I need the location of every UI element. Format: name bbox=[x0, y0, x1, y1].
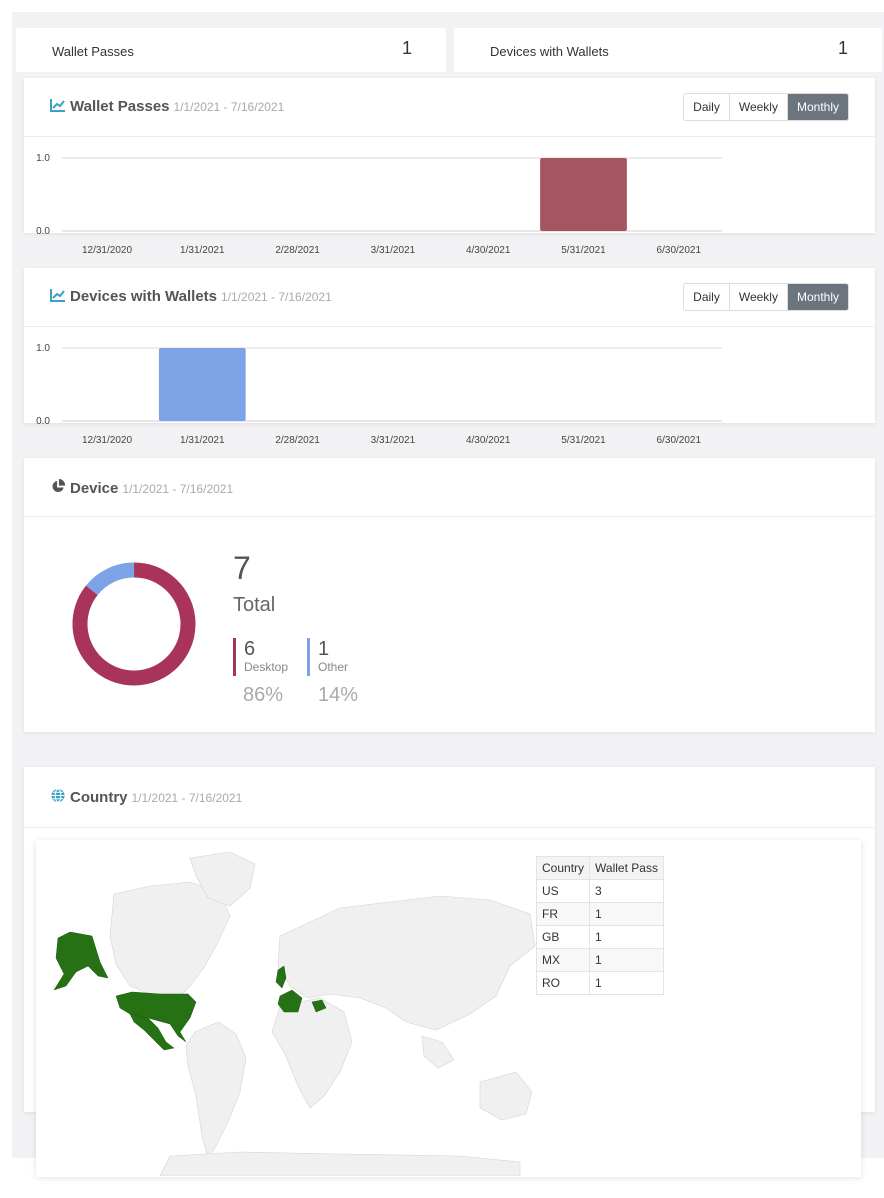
alaska-shape bbox=[53, 931, 109, 991]
column-header[interactable]: Wallet Pass bbox=[589, 856, 664, 880]
x-tick-label: 3/31/2021 bbox=[371, 245, 416, 256]
device-donut-chart bbox=[72, 562, 196, 686]
count-cell: 1 bbox=[589, 925, 664, 949]
ro-shape bbox=[311, 999, 327, 1013]
daily-button[interactable]: Daily bbox=[684, 284, 729, 310]
fr-shape bbox=[277, 989, 303, 1013]
daily-button[interactable]: Daily bbox=[684, 94, 729, 120]
x-tick-label: 6/30/2021 bbox=[657, 435, 702, 446]
world-map-card bbox=[36, 840, 861, 1177]
stat-label: Wallet Passes bbox=[52, 44, 134, 59]
table-row: GB 1 bbox=[535, 925, 664, 949]
devices-with-wallets-bar-chart: 1.0 0.0 12/31/2020 1/31/2021 2/28/2021 3/31/2… bbox=[36, 343, 722, 446]
globe-icon bbox=[51, 788, 65, 803]
wallet-passes-bar-chart: 1.0 0.0 12/31/2020 1/31/2021 2/28/2021 3/31/2… bbox=[36, 153, 722, 256]
count-cell: 1 bbox=[589, 971, 664, 995]
x-tick-label: 2/28/2021 bbox=[275, 435, 320, 446]
device-total-label: Total bbox=[233, 594, 276, 616]
pie-chart-icon bbox=[52, 479, 66, 493]
count-cell: 1 bbox=[589, 902, 664, 926]
x-tick-label: 3/31/2021 bbox=[371, 435, 416, 446]
device-total-value: 7 bbox=[233, 550, 251, 586]
panel-title: Devices with Wallets 1/1/2021 - 7/16/2021 bbox=[50, 288, 332, 305]
date-range: 1/1/2021 - 7/16/2021 bbox=[173, 100, 285, 114]
panel-title: Device 1/1/2021 - 7/16/2021 bbox=[50, 479, 233, 497]
world-map bbox=[53, 851, 536, 1176]
line-chart-icon bbox=[50, 99, 65, 112]
devices-with-wallets-stat-card: Devices with Wallets 1 bbox=[454, 28, 882, 72]
table-row: US 3 bbox=[535, 879, 664, 903]
x-tick-label: 4/30/2021 bbox=[466, 245, 511, 256]
panel-title: Wallet Passes 1/1/2021 - 7/16/2021 bbox=[50, 98, 284, 115]
x-tick-label: 6/30/2021 bbox=[657, 245, 702, 256]
country-cell: US bbox=[535, 879, 591, 903]
x-tick-label: 2/28/2021 bbox=[275, 245, 320, 256]
donut-slice-other bbox=[72, 562, 196, 686]
country-cell: MX bbox=[535, 948, 591, 972]
stat-value: 1 bbox=[837, 38, 848, 58]
x-tick-label: 12/31/2020 bbox=[82, 245, 132, 256]
panel-title: Country 1/1/2021 - 7/16/2021 bbox=[50, 788, 242, 806]
legend-percent: 14% bbox=[318, 684, 359, 706]
x-tick-label: 1/31/2021 bbox=[180, 245, 225, 256]
table-row: MX 1 bbox=[535, 948, 664, 972]
panel-header: Wallet Passes 1/1/2021 - 7/16/2021 Daily … bbox=[24, 78, 875, 137]
date-range: 1/1/2021 - 7/16/2021 bbox=[221, 290, 332, 304]
country-table: Country Wallet Pass US 3 FR 1 GB 1 MX 1 … bbox=[535, 856, 664, 995]
y-tick-label: 0.0 bbox=[36, 226, 50, 237]
weekly-button[interactable]: Weekly bbox=[728, 94, 787, 120]
column-header[interactable]: Country bbox=[535, 856, 591, 880]
y-tick-label: 0.0 bbox=[36, 416, 50, 427]
table-header-row: Country Wallet Pass bbox=[535, 856, 664, 880]
bar bbox=[158, 348, 246, 421]
wallet-passes-stat-card: Wallet Passes 1 bbox=[16, 28, 446, 72]
weekly-button[interactable]: Weekly bbox=[728, 284, 787, 310]
date-range: 1/1/2021 - 7/16/2021 bbox=[131, 791, 243, 805]
gb-shape bbox=[275, 965, 287, 989]
panel-header: Devices with Wallets 1/1/2021 - 7/16/2021… bbox=[24, 268, 875, 327]
period-toggle: Daily Weekly Monthly bbox=[683, 283, 849, 311]
panel-header: Country 1/1/2021 - 7/16/2021 bbox=[24, 767, 875, 828]
bar bbox=[540, 158, 627, 231]
legend-percent: 86% bbox=[243, 684, 284, 706]
legend-item-desktop: 6 Desktop bbox=[233, 638, 288, 676]
world-map-land bbox=[109, 851, 536, 1176]
panel-header: Device 1/1/2021 - 7/16/2021 bbox=[24, 458, 875, 517]
panel-title-text: Device bbox=[70, 480, 119, 497]
legend-value: 1 bbox=[318, 638, 330, 660]
x-tick-label: 1/31/2021 bbox=[180, 435, 225, 446]
stat-value: 1 bbox=[401, 38, 412, 58]
y-tick-label: 1.0 bbox=[36, 153, 50, 164]
panel-title-text: Devices with Wallets bbox=[70, 288, 217, 305]
legend-label: Other bbox=[318, 660, 349, 674]
mexico-shape bbox=[129, 1013, 175, 1051]
count-cell: 3 bbox=[589, 879, 664, 903]
x-tick-label: 12/31/2020 bbox=[82, 435, 132, 446]
x-tick-label: 4/30/2021 bbox=[466, 435, 511, 446]
legend-value: 6 bbox=[244, 638, 256, 660]
count-cell: 1 bbox=[589, 948, 664, 972]
panel-title-text: Wallet Passes bbox=[70, 98, 170, 115]
device-panel: Device 1/1/2021 - 7/16/2021 7 Total 6 Des… bbox=[24, 458, 875, 732]
x-tick-label: 5/31/2021 bbox=[561, 435, 606, 446]
stat-label: Devices with Wallets bbox=[490, 44, 609, 59]
legend-item-other: 1 Other bbox=[307, 638, 348, 676]
x-tick-label: 5/31/2021 bbox=[561, 245, 606, 256]
country-cell: FR bbox=[535, 902, 591, 926]
country-cell: RO bbox=[535, 971, 591, 995]
date-range: 1/1/2021 - 7/16/2021 bbox=[122, 482, 234, 496]
y-tick-label: 1.0 bbox=[36, 343, 50, 354]
highlighted-countries bbox=[53, 931, 327, 1051]
panel-title-text: Country bbox=[70, 789, 128, 806]
table-row: FR 1 bbox=[535, 902, 664, 926]
period-toggle: Daily Weekly Monthly bbox=[683, 93, 849, 121]
wallet-passes-panel: Wallet Passes 1/1/2021 - 7/16/2021 Daily … bbox=[24, 78, 875, 233]
monthly-button[interactable]: Monthly bbox=[786, 94, 848, 120]
legend-label: Desktop bbox=[244, 660, 289, 674]
country-cell: GB bbox=[535, 925, 591, 949]
monthly-button[interactable]: Monthly bbox=[786, 284, 848, 310]
line-chart-icon bbox=[50, 289, 65, 302]
table-row: RO 1 bbox=[535, 971, 664, 995]
